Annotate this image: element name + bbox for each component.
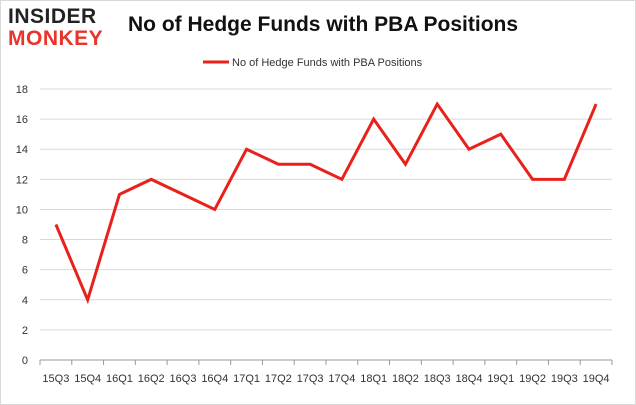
x-tick-label: 16Q4 bbox=[201, 373, 228, 385]
x-tick-label: 17Q3 bbox=[297, 373, 324, 385]
x-tick-label: 19Q3 bbox=[551, 373, 578, 385]
x-tick-label: 19Q1 bbox=[487, 373, 514, 385]
x-tick-label: 16Q1 bbox=[106, 373, 133, 385]
x-tick-label: 15Q3 bbox=[42, 373, 69, 385]
logo-line-2: MONKEY bbox=[8, 27, 104, 50]
y-tick-label: 4 bbox=[22, 295, 28, 307]
y-tick-label: 2 bbox=[22, 325, 28, 337]
x-tick-label: 17Q2 bbox=[265, 373, 292, 385]
x-tick-label: 19Q2 bbox=[519, 373, 546, 385]
logo-line-1: INSIDER bbox=[8, 5, 97, 28]
x-tick-label: 18Q2 bbox=[392, 373, 419, 385]
y-tick-label: 14 bbox=[16, 144, 28, 156]
y-tick-label: 8 bbox=[22, 235, 28, 247]
insider-monkey-logo: INSIDER MONKEY bbox=[8, 4, 118, 50]
x-tick-label: 19Q4 bbox=[583, 373, 610, 385]
chart-title: No of Hedge Funds with PBA Positions bbox=[128, 13, 519, 36]
y-tick-label: 16 bbox=[16, 114, 28, 126]
legend-label: No of Hedge Funds with PBA Positions bbox=[232, 57, 423, 69]
x-tick-label: 16Q2 bbox=[138, 373, 165, 385]
x-tick-label: 17Q4 bbox=[328, 373, 355, 385]
x-tick-label: 18Q4 bbox=[456, 373, 483, 385]
x-tick-label: 15Q4 bbox=[74, 373, 101, 385]
y-tick-label: 12 bbox=[16, 174, 28, 186]
x-tick-label: 18Q3 bbox=[424, 373, 451, 385]
x-tick-label: 17Q1 bbox=[233, 373, 260, 385]
y-tick-label: 6 bbox=[22, 265, 28, 277]
series-line-0 bbox=[54, 101, 598, 305]
x-tick-label: 18Q1 bbox=[360, 373, 387, 385]
x-tick-label: 16Q3 bbox=[170, 373, 197, 385]
y-tick-label: 10 bbox=[16, 204, 28, 216]
y-tick-label: 18 bbox=[16, 84, 28, 96]
y-tick-label: 0 bbox=[22, 355, 28, 367]
